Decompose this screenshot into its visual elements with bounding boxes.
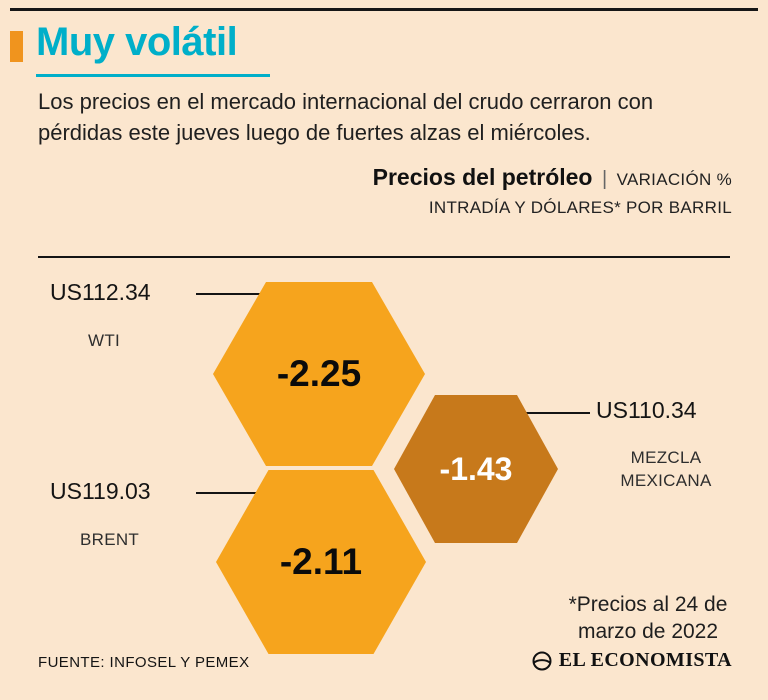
title-underline [36, 74, 270, 77]
mezcla-variation-value: -1.43 [439, 450, 513, 487]
chart-subtitle-units: INTRADÍA Y DÓLARES* POR BARRIL [428, 198, 732, 217]
price-date-note: *Precios al 24 de marzo de 2022 [562, 591, 734, 645]
el-economista-logo: EL ECONOMISTA [531, 649, 732, 672]
price-date-note-line1: *Precios al 24 de [568, 593, 728, 616]
title-accent-bar [10, 31, 23, 62]
intro-line-2: pérdidas este jueves luego de fuertes al… [38, 120, 591, 145]
brent-category-label: BRENT [80, 530, 140, 549]
mezcla-category-line1: MEZCLA [630, 448, 702, 467]
wti-leader-line [196, 293, 266, 295]
page-title: Muy volátil [36, 20, 238, 64]
wti-price-label: US112.34 [50, 279, 151, 305]
brent-leader-line [196, 492, 266, 494]
chart-header: Precios del petróleo | VARIACIÓN % INTRA… [373, 164, 732, 218]
intro-line-1: Los precios en el mercado internacional … [38, 89, 654, 114]
wti-variation-value: -2.25 [276, 353, 362, 394]
mezcla-leader-line [518, 412, 590, 414]
mezcla-category-label: MEZCLA MEXICANA [600, 446, 732, 492]
chart-title-separator: | [601, 168, 608, 190]
chart-divider-rule [38, 256, 730, 258]
chart-subtitle-variation: VARIACIÓN % [616, 170, 732, 189]
wti-category-label: WTI [88, 331, 121, 350]
top-rule [10, 8, 758, 11]
mezcla-price-label: US110.34 [596, 397, 697, 423]
chart-title: Precios del petróleo [372, 164, 593, 190]
brent-price-label: US119.03 [50, 478, 151, 504]
mezcla-category-line2: MEXICANA [620, 471, 712, 490]
brent-variation-value: -2.11 [279, 541, 363, 582]
el-economista-wordmark: EL ECONOMISTA [558, 649, 732, 671]
source-credit: FUENTE: INFOSEL Y PEMEX [38, 654, 250, 671]
brent-hexagon: -2.11 [216, 470, 426, 654]
wti-hexagon: -2.25 [213, 282, 425, 466]
intro-text: Los precios en el mercado internacional … [38, 86, 748, 148]
el-economista-globe-icon [531, 650, 553, 672]
price-date-note-line2: marzo de 2022 [577, 620, 719, 643]
chart-header-line1: Precios del petróleo | VARIACIÓN % [373, 164, 732, 191]
mezcla-hexagon: -1.43 [394, 395, 558, 543]
